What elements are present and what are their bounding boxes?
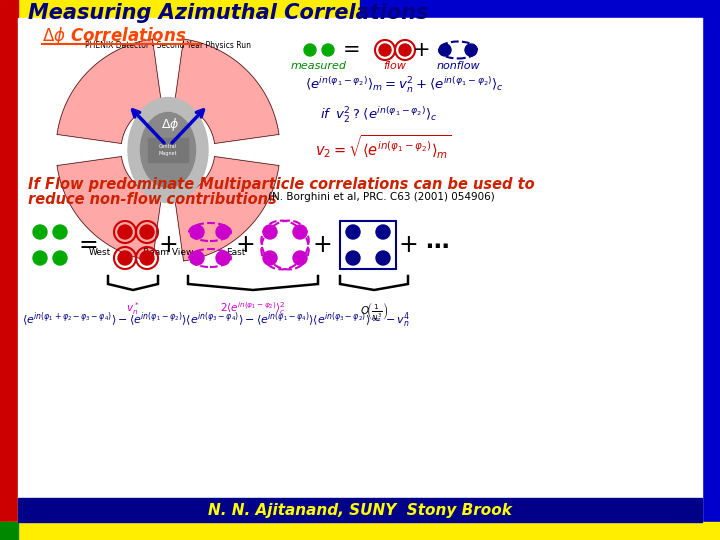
Text: +: + xyxy=(413,40,431,60)
Text: West: West xyxy=(89,248,111,257)
Circle shape xyxy=(33,251,47,265)
Circle shape xyxy=(53,251,67,265)
Text: nonflow: nonflow xyxy=(436,61,480,71)
Bar xyxy=(702,0,720,540)
Circle shape xyxy=(263,251,277,265)
Circle shape xyxy=(190,225,204,239)
Text: Beam View: Beam View xyxy=(143,248,193,257)
Circle shape xyxy=(140,225,154,239)
Circle shape xyxy=(118,225,132,239)
Circle shape xyxy=(346,251,360,265)
Circle shape xyxy=(263,225,277,239)
Bar xyxy=(340,221,396,269)
Bar xyxy=(148,138,188,162)
Text: $v_2 = \sqrt{\left\langle e^{in(\varphi_1-\varphi_2)}\right\rangle_m}$: $v_2 = \sqrt{\left\langle e^{in(\varphi_… xyxy=(315,133,451,161)
Text: N. N. Ajitanand, SUNY  Stony Brook: N. N. Ajitanand, SUNY Stony Brook xyxy=(208,503,512,517)
Bar xyxy=(0,522,720,540)
Circle shape xyxy=(216,251,230,265)
Circle shape xyxy=(346,225,360,239)
Bar xyxy=(18,498,702,522)
Text: =: = xyxy=(78,233,98,257)
Text: $\left\langle e^{in(\varphi_1+\varphi_2-\varphi_3-\varphi_4)}\right\rangle - \le: $\left\langle e^{in(\varphi_1+\varphi_2-… xyxy=(22,310,410,330)
Circle shape xyxy=(293,251,307,265)
Text: If Flow predominate Multiparticle correlations can be used to: If Flow predominate Multiparticle correl… xyxy=(28,177,535,192)
Text: +: + xyxy=(312,233,332,257)
Bar xyxy=(0,0,360,18)
Bar xyxy=(0,522,18,540)
Ellipse shape xyxy=(140,112,196,187)
Circle shape xyxy=(118,251,132,265)
Text: $\mathbf{\cdots}$: $\mathbf{\cdots}$ xyxy=(425,233,449,257)
Text: $v_n^*$: $v_n^*$ xyxy=(126,300,140,317)
Circle shape xyxy=(379,44,391,56)
Circle shape xyxy=(33,225,47,239)
Text: Central: Central xyxy=(159,144,177,149)
Text: +: + xyxy=(158,233,178,257)
Text: =: = xyxy=(343,40,361,60)
Circle shape xyxy=(376,251,390,265)
Circle shape xyxy=(53,225,67,239)
Text: Measuring Azimuthal Correlations: Measuring Azimuthal Correlations xyxy=(28,3,428,23)
Circle shape xyxy=(190,251,204,265)
Circle shape xyxy=(140,251,154,265)
Text: +: + xyxy=(398,233,418,257)
Text: $\Delta\phi$: $\Delta\phi$ xyxy=(161,116,179,133)
Circle shape xyxy=(322,44,334,56)
Circle shape xyxy=(465,44,477,56)
Ellipse shape xyxy=(128,98,208,202)
Polygon shape xyxy=(57,39,161,144)
Text: reduce non-flow contributions: reduce non-flow contributions xyxy=(28,192,276,207)
Circle shape xyxy=(439,44,451,56)
Text: PHENIX Detector - Second Year Physics Run: PHENIX Detector - Second Year Physics Ru… xyxy=(85,41,251,50)
Text: East: East xyxy=(226,248,246,257)
Text: (N. Borghini et al, PRC. C63 (2001) 054906): (N. Borghini et al, PRC. C63 (2001) 0549… xyxy=(268,192,495,202)
Circle shape xyxy=(304,44,316,56)
Text: measured: measured xyxy=(291,61,347,71)
Text: $O\!\left(\frac{1}{N^3}\right)$: $O\!\left(\frac{1}{N^3}\right)$ xyxy=(360,300,388,322)
Text: $\Delta\phi$ Correlations: $\Delta\phi$ Correlations xyxy=(42,25,186,47)
Text: flow: flow xyxy=(384,61,406,71)
Bar xyxy=(0,0,18,540)
Text: $\left\langle e^{in(\varphi_1-\varphi_2)}\right\rangle_m = v_n^2 + \left\langle : $\left\langle e^{in(\varphi_1-\varphi_2)… xyxy=(305,75,504,94)
Polygon shape xyxy=(174,39,279,144)
Circle shape xyxy=(216,225,230,239)
Text: +: + xyxy=(235,233,255,257)
Polygon shape xyxy=(57,157,161,261)
Text: $2\left\langle e^{in(\varphi_1-\varphi_2)}\right\rangle_c^2$: $2\left\langle e^{in(\varphi_1-\varphi_2… xyxy=(220,300,286,317)
Circle shape xyxy=(399,44,411,56)
Circle shape xyxy=(293,225,307,239)
Bar xyxy=(360,0,720,18)
Text: Magnet: Magnet xyxy=(158,152,177,157)
Polygon shape xyxy=(174,157,279,261)
Text: $if \;\; v_2^2\, ?\; \left\langle e^{in(\varphi_1-\varphi_2)}\right\rangle_c$: $if \;\; v_2^2\, ?\; \left\langle e^{in(… xyxy=(320,105,438,125)
Circle shape xyxy=(376,225,390,239)
